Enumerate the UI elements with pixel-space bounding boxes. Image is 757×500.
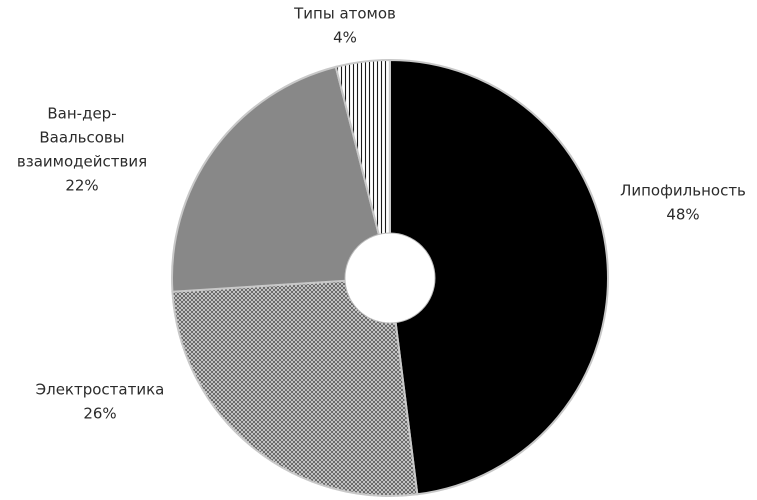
slice-category-label-3: взаимодействия xyxy=(17,153,147,171)
slice-value-label-3: 22% xyxy=(65,177,98,195)
pie-slice-2 xyxy=(171,276,419,497)
slice-value-label-1: 48% xyxy=(666,206,699,224)
slice-category-label-2: Электростатика xyxy=(36,381,165,399)
donut-hole xyxy=(344,232,436,324)
slice-category-label-3: Ваальсовы xyxy=(39,129,124,147)
pie-slice-1 xyxy=(389,58,609,496)
slice-category-label-3: Ван-дер- xyxy=(47,105,116,123)
slice-labels: Липофильность 48% Электростатика 26% Ван-дер… xyxy=(17,5,746,423)
slice-value-label-2: 26% xyxy=(83,405,116,423)
slice-category-label-4: Типы атомов xyxy=(293,5,396,23)
slice-value-label-4: 4% xyxy=(333,29,357,47)
pie-slice-3 xyxy=(171,65,392,293)
slice-category-label-1: Липофильность xyxy=(620,182,746,200)
pie-slices xyxy=(171,58,609,497)
pie-slice-4 xyxy=(334,58,391,279)
